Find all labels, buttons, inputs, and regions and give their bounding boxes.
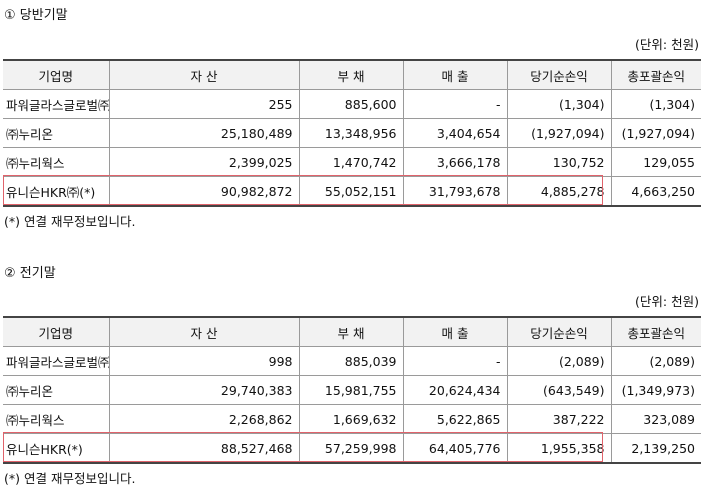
net-income-value: (1,927,094)	[506, 118, 612, 148]
comprehensive-income-value: 129,055	[610, 147, 701, 177]
header-company: 기업명	[3, 317, 110, 347]
section-title-current: ① 당반기말	[4, 8, 68, 23]
comprehensive-income-value: 323,089	[610, 404, 701, 434]
sales-value: -	[402, 89, 508, 119]
liabilities-value: 1,470,742	[298, 147, 404, 177]
section-title-prior: ② 전기말	[4, 266, 56, 281]
unit-label-current: (단위: 천원)	[635, 37, 699, 52]
header-comprehensive-income: 총포괄손익	[610, 60, 701, 90]
sales-value: 64,405,776	[402, 433, 508, 463]
comprehensive-income-value: (2,089)	[610, 346, 701, 376]
header-sales: 매 출	[402, 317, 508, 347]
assets-value: 90,982,872	[108, 176, 300, 206]
unit-label-prior: (단위: 천원)	[635, 294, 699, 309]
company-name: ㈜누리웍스	[3, 147, 110, 177]
liabilities-value: 55,052,151	[298, 176, 404, 206]
comprehensive-income-value: 4,663,250	[610, 176, 701, 206]
sales-value: 3,404,654	[402, 118, 508, 148]
header-assets: 자 산	[108, 317, 300, 347]
net-income-value: (2,089)	[506, 346, 612, 376]
header-assets: 자 산	[108, 60, 300, 90]
net-income-value: (643,549)	[506, 375, 612, 405]
comprehensive-income-value: (1,349,973)	[610, 375, 701, 405]
net-income-value: (1,304)	[506, 89, 612, 119]
sales-value: -	[402, 346, 508, 376]
footnote-prior: (*) 연결 재무정보입니다.	[4, 471, 136, 486]
liabilities-value: 13,348,956	[298, 118, 404, 148]
header-net-income: 당기순손익	[506, 317, 612, 347]
assets-value: 29,740,383	[108, 375, 300, 405]
header-liabilities: 부 채	[298, 60, 404, 90]
table-row: ㈜누리웍스 2,399,025 1,470,742 3,666,178 130,…	[3, 147, 701, 177]
header-sales: 매 출	[402, 60, 508, 90]
liabilities-value: 57,259,998	[298, 433, 404, 463]
company-name: ㈜누리온	[3, 375, 110, 405]
company-name: 유니슨HKR(*)	[3, 433, 110, 463]
financial-table-prior: 기업명 자 산 부 채 매 출 당기순손익 총포괄손익 파워글라스글로벌㈜ 99…	[3, 316, 701, 464]
net-income-value: 1,955,358	[506, 433, 612, 463]
assets-value: 998	[108, 346, 300, 376]
financial-table-current: 기업명 자 산 부 채 매 출 당기순손익 총포괄손익 파워글라스글로벌㈜ 25…	[3, 59, 701, 207]
assets-value: 2,399,025	[108, 147, 300, 177]
header-net-income: 당기순손익	[506, 60, 612, 90]
sales-value: 20,624,434	[402, 375, 508, 405]
table-header-row: 기업명 자 산 부 채 매 출 당기순손익 총포괄손익	[3, 317, 701, 347]
table-row: 유니슨HKR㈜(*) 90,982,872 55,052,151 31,793,…	[3, 176, 701, 206]
header-liabilities: 부 채	[298, 317, 404, 347]
sales-value: 31,793,678	[402, 176, 508, 206]
footnote-current: (*) 연결 재무정보입니다.	[4, 214, 136, 229]
company-name: 파워글라스글로벌㈜	[3, 89, 110, 119]
header-comprehensive-income: 총포괄손익	[610, 317, 701, 347]
table-row: ㈜누리웍스 2,268,862 1,669,632 5,622,865 387,…	[3, 404, 701, 434]
comprehensive-income-value: (1,927,094)	[610, 118, 701, 148]
liabilities-value: 15,981,755	[298, 375, 404, 405]
table-row: 파워글라스글로벌㈜ 255 885,600 - (1,304) (1,304)	[3, 89, 701, 119]
assets-value: 25,180,489	[108, 118, 300, 148]
liabilities-value: 885,600	[298, 89, 404, 119]
assets-value: 255	[108, 89, 300, 119]
company-name: 파워글라스글로벌㈜	[3, 346, 110, 376]
company-name: ㈜누리온	[3, 118, 110, 148]
comprehensive-income-value: 2,139,250	[610, 433, 701, 463]
liabilities-value: 1,669,632	[298, 404, 404, 434]
sales-value: 3,666,178	[402, 147, 508, 177]
table-row: 유니슨HKR(*) 88,527,468 57,259,998 64,405,7…	[3, 433, 701, 463]
table-header-row: 기업명 자 산 부 채 매 출 당기순손익 총포괄손익	[3, 60, 701, 90]
header-company: 기업명	[3, 60, 110, 90]
assets-value: 2,268,862	[108, 404, 300, 434]
liabilities-value: 885,039	[298, 346, 404, 376]
company-name: 유니슨HKR㈜(*)	[3, 176, 110, 206]
table-row: ㈜누리온 25,180,489 13,348,956 3,404,654 (1,…	[3, 118, 701, 148]
assets-value: 88,527,468	[108, 433, 300, 463]
table-row: ㈜누리온 29,740,383 15,981,755 20,624,434 (6…	[3, 375, 701, 405]
net-income-value: 387,222	[506, 404, 612, 434]
company-name: ㈜누리웍스	[3, 404, 110, 434]
comprehensive-income-value: (1,304)	[610, 89, 701, 119]
net-income-value: 4,885,278	[506, 176, 612, 206]
table-row: 파워글라스글로벌㈜ 998 885,039 - (2,089) (2,089)	[3, 346, 701, 376]
net-income-value: 130,752	[506, 147, 612, 177]
sales-value: 5,622,865	[402, 404, 508, 434]
